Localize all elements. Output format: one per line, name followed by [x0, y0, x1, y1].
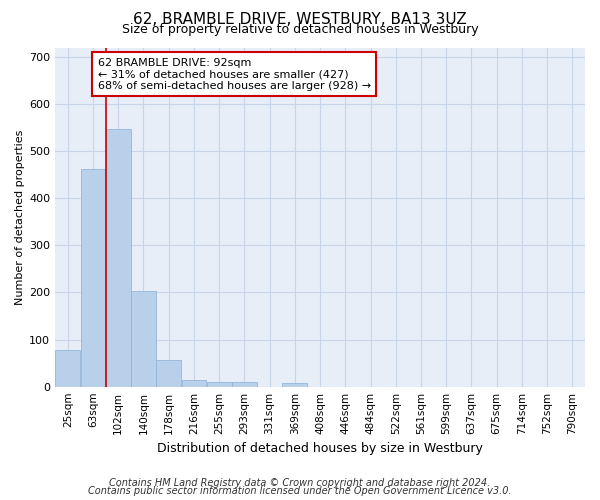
- Text: 62 BRAMBLE DRIVE: 92sqm
← 31% of detached houses are smaller (427)
68% of semi-d: 62 BRAMBLE DRIVE: 92sqm ← 31% of detache…: [98, 58, 371, 91]
- Bar: [106, 128, 131, 386]
- Y-axis label: Number of detached properties: Number of detached properties: [15, 130, 25, 305]
- Bar: [55, 350, 80, 387]
- Bar: [80, 169, 106, 386]
- X-axis label: Distribution of detached houses by size in Westbury: Distribution of detached houses by size …: [157, 442, 483, 455]
- Bar: [232, 382, 257, 386]
- Bar: [157, 360, 181, 386]
- Text: Contains HM Land Registry data © Crown copyright and database right 2024.: Contains HM Land Registry data © Crown c…: [109, 478, 491, 488]
- Text: 62, BRAMBLE DRIVE, WESTBURY, BA13 3UZ: 62, BRAMBLE DRIVE, WESTBURY, BA13 3UZ: [133, 12, 467, 26]
- Bar: [207, 382, 232, 386]
- Bar: [131, 290, 156, 386]
- Text: Contains public sector information licensed under the Open Government Licence v3: Contains public sector information licen…: [88, 486, 512, 496]
- Text: Size of property relative to detached houses in Westbury: Size of property relative to detached ho…: [122, 22, 478, 36]
- Bar: [283, 383, 307, 386]
- Bar: [182, 380, 206, 386]
